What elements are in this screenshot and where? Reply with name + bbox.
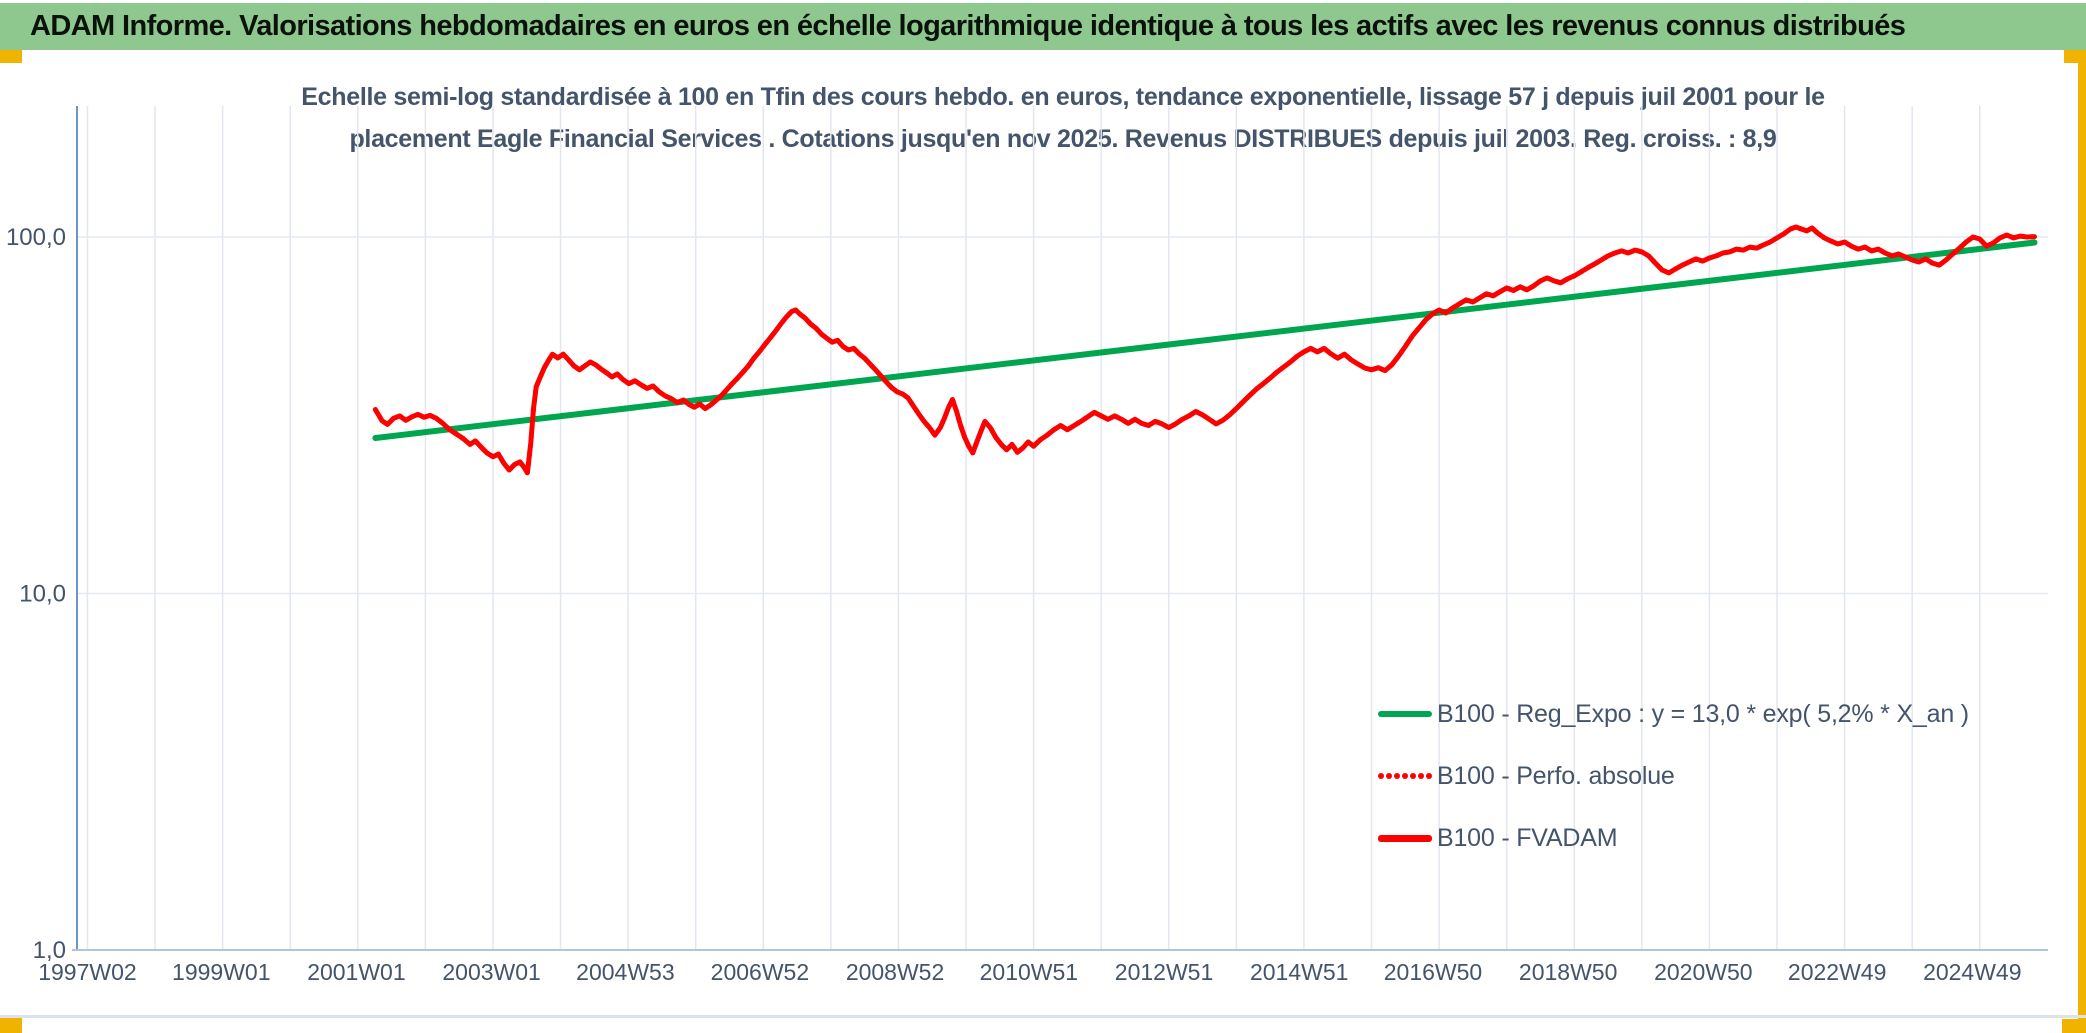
chart-title-line2: placement Eagle Financial Services . Cot… xyxy=(349,125,1777,153)
svg-text:100,0: 100,0 xyxy=(6,224,66,251)
green-line-swatch-icon xyxy=(1378,711,1432,717)
legend-item-regexpo: B100 - Reg_Expo : y = 13,0 * exp( 5,2% *… xyxy=(1378,683,1969,745)
legend-item-fvadam: B100 - FVADAM xyxy=(1378,807,1969,869)
svg-text:2006W52: 2006W52 xyxy=(711,959,809,985)
red-line-swatch-icon xyxy=(1378,834,1432,842)
svg-text:2012W51: 2012W51 xyxy=(1115,959,1213,985)
chart-title-line1: Echelle semi-log standardisée à 100 en T… xyxy=(301,83,1825,111)
legend-label-perfo-absolue: B100 - Perfo. absolue xyxy=(1437,761,1675,790)
svg-text:10,0: 10,0 xyxy=(19,581,66,608)
report-header: ADAM Informe. Valorisations hebdomadaire… xyxy=(0,3,2086,50)
svg-text:2004W53: 2004W53 xyxy=(576,959,674,985)
svg-text:2008W52: 2008W52 xyxy=(846,959,944,985)
series-line-2 xyxy=(372,224,2037,476)
svg-text:2024W49: 2024W49 xyxy=(1923,959,2021,985)
accent-top-left xyxy=(0,50,22,63)
svg-text:2020W50: 2020W50 xyxy=(1654,959,1752,985)
legend-label-fvadam: B100 - FVADAM xyxy=(1437,823,1618,852)
bottom-divider xyxy=(0,1015,2086,1018)
chart-title: Echelle semi-log standardisée à 100 en T… xyxy=(78,76,2048,160)
series-line-0 xyxy=(372,239,2038,441)
svg-text:2016W50: 2016W50 xyxy=(1384,959,1482,985)
accent-bottom-left xyxy=(0,1018,22,1033)
legend-item-perfo-absolue: B100 - Perfo. absolue xyxy=(1378,745,1969,807)
chart-legend: B100 - Reg_Expo : y = 13,0 * exp( 5,2% *… xyxy=(1378,683,1969,869)
accent-right-strip xyxy=(2078,50,2086,1033)
series-line-1 xyxy=(372,224,2037,476)
legend-label-regexpo: B100 - Reg_Expo : y = 13,0 * exp( 5,2% *… xyxy=(1437,699,1969,728)
y-axis-labels: 1,0 10,0 100,0 xyxy=(6,224,66,964)
svg-text:2018W50: 2018W50 xyxy=(1519,959,1617,985)
svg-text:2010W51: 2010W51 xyxy=(980,959,1078,985)
svg-text:2022W49: 2022W49 xyxy=(1788,959,1886,985)
accent-bottom-right xyxy=(2062,1019,2086,1033)
svg-text:1997W02: 1997W02 xyxy=(38,959,136,985)
svg-text:1,0: 1,0 xyxy=(33,937,66,964)
svg-text:2001W01: 2001W01 xyxy=(307,959,405,985)
svg-text:1999W01: 1999W01 xyxy=(172,959,270,985)
vertical-gridlines xyxy=(86,106,1981,950)
report-title: ADAM Informe. Valorisations hebdomadaire… xyxy=(30,10,1906,42)
svg-text:2003W01: 2003W01 xyxy=(442,959,540,985)
red-dotted-line-swatch-icon xyxy=(1378,773,1432,779)
horizontal-gridlines xyxy=(77,236,2048,595)
x-axis-labels: 1997W02 1999W01 2001W01 2003W01 2004W53 2006W… xyxy=(38,959,2021,985)
svg-text:2014W51: 2014W51 xyxy=(1250,959,1348,985)
